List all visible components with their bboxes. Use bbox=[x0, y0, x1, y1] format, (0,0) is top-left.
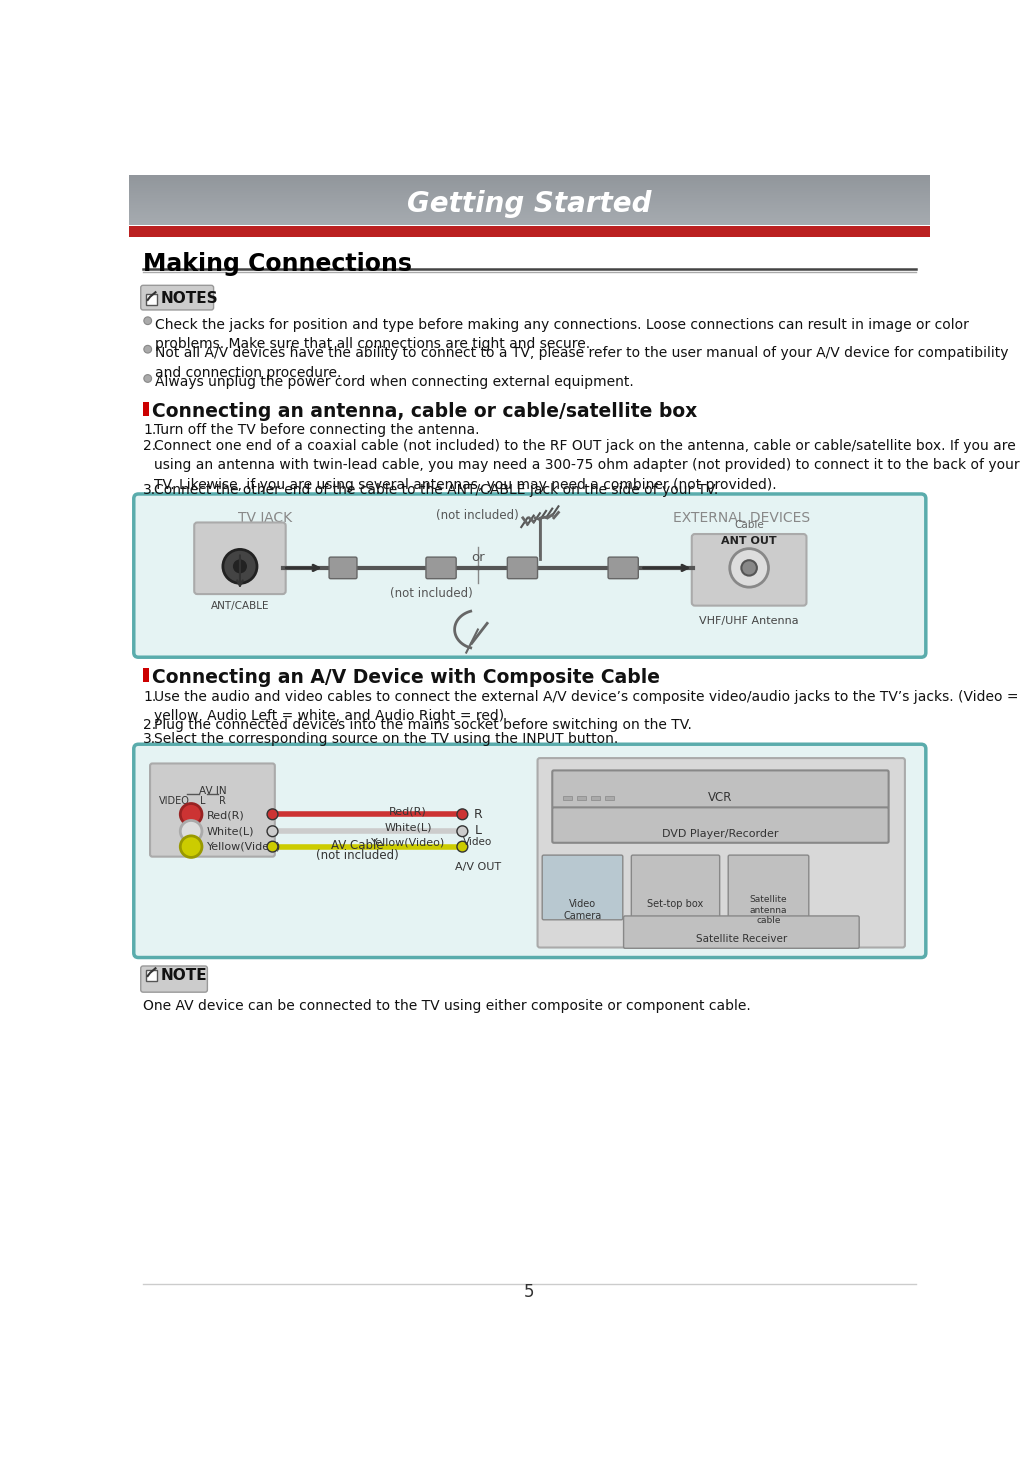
Text: One AV device can be connected to the TV using either composite or component cab: One AV device can be connected to the TV… bbox=[144, 999, 751, 1013]
Circle shape bbox=[268, 826, 278, 837]
Bar bbox=[144, 669, 150, 682]
Text: TV JACK: TV JACK bbox=[238, 511, 291, 526]
Text: White(L): White(L) bbox=[207, 826, 254, 837]
Bar bbox=[147, 969, 157, 981]
Text: L: L bbox=[199, 796, 206, 806]
Circle shape bbox=[457, 841, 468, 853]
Text: 5: 5 bbox=[524, 1283, 534, 1301]
Text: Check the jacks for position and type before making any connections. Loose conne: Check the jacks for position and type be… bbox=[156, 318, 969, 352]
Text: Use the audio and video cables to connect the external A/V device’s composite vi: Use the audio and video cables to connec… bbox=[154, 689, 1019, 723]
Text: R: R bbox=[473, 809, 482, 821]
Text: Connect the other end of the cable to the ANT/CABLE jack on the side of your TV.: Connect the other end of the cable to th… bbox=[154, 483, 718, 498]
Circle shape bbox=[144, 346, 152, 353]
Text: or: or bbox=[471, 550, 484, 564]
Circle shape bbox=[268, 809, 278, 819]
Text: VHF/UHF Antenna: VHF/UHF Antenna bbox=[699, 616, 799, 626]
FancyBboxPatch shape bbox=[194, 523, 286, 594]
Circle shape bbox=[232, 559, 248, 574]
Text: ANT/CABLE: ANT/CABLE bbox=[211, 602, 270, 610]
Text: Connecting an antenna, cable or cable/satellite box: Connecting an antenna, cable or cable/sa… bbox=[153, 403, 697, 422]
Text: NOTE: NOTE bbox=[160, 968, 207, 984]
Text: L: L bbox=[474, 823, 481, 837]
Text: Satellite Receiver: Satellite Receiver bbox=[696, 934, 787, 945]
FancyBboxPatch shape bbox=[553, 807, 888, 842]
Text: Cable: Cable bbox=[734, 520, 764, 530]
FancyBboxPatch shape bbox=[330, 558, 357, 578]
FancyBboxPatch shape bbox=[140, 967, 208, 993]
Bar bbox=[591, 796, 600, 800]
Bar bbox=[563, 796, 572, 800]
FancyBboxPatch shape bbox=[542, 856, 623, 920]
Text: Connect one end of a coaxial cable (not included) to the RF OUT jack on the ante: Connect one end of a coaxial cable (not … bbox=[154, 438, 1020, 492]
Text: 1.: 1. bbox=[144, 423, 156, 437]
FancyBboxPatch shape bbox=[134, 745, 926, 958]
Text: Making Connections: Making Connections bbox=[144, 253, 412, 276]
FancyBboxPatch shape bbox=[692, 534, 807, 606]
Text: Red(R): Red(R) bbox=[207, 810, 245, 821]
Text: 3.: 3. bbox=[144, 483, 156, 498]
Text: NOTES: NOTES bbox=[160, 291, 218, 307]
Text: ANT OUT: ANT OUT bbox=[721, 536, 777, 546]
Bar bbox=[129, 226, 930, 237]
Circle shape bbox=[457, 809, 468, 819]
Text: 2.: 2. bbox=[144, 438, 156, 453]
Text: VIDEO: VIDEO bbox=[159, 796, 189, 806]
Circle shape bbox=[223, 549, 257, 584]
Text: Red(R): Red(R) bbox=[389, 806, 427, 816]
Circle shape bbox=[181, 821, 202, 842]
Text: AV Cable: AV Cable bbox=[332, 839, 384, 853]
Circle shape bbox=[457, 826, 468, 837]
Text: Set-top box: Set-top box bbox=[648, 899, 703, 910]
Text: Yellow(Video): Yellow(Video) bbox=[207, 841, 281, 851]
Text: Connecting an A/V Device with Composite Cable: Connecting an A/V Device with Composite … bbox=[153, 669, 660, 688]
Text: Turn off the TV before connecting the antenna.: Turn off the TV before connecting the an… bbox=[154, 423, 479, 437]
FancyBboxPatch shape bbox=[150, 764, 275, 857]
Circle shape bbox=[729, 549, 769, 587]
Text: Getting Started: Getting Started bbox=[407, 190, 651, 219]
Circle shape bbox=[742, 561, 757, 575]
Text: (not included): (not included) bbox=[390, 587, 473, 600]
Circle shape bbox=[144, 317, 152, 324]
Bar bbox=[144, 403, 150, 416]
Text: 1.: 1. bbox=[144, 689, 156, 704]
Text: Satellite
antenna
cable: Satellite antenna cable bbox=[750, 895, 787, 926]
FancyBboxPatch shape bbox=[134, 493, 926, 657]
FancyBboxPatch shape bbox=[537, 758, 905, 948]
Text: A/V OUT: A/V OUT bbox=[455, 861, 501, 872]
Text: Plug the connected devices into the mains socket before switching on the TV.: Plug the connected devices into the main… bbox=[154, 718, 692, 731]
Text: Not all A/V devices have the ability to connect to a TV, please refer to the use: Not all A/V devices have the ability to … bbox=[156, 346, 1009, 380]
Bar bbox=[605, 796, 615, 800]
Text: 3.: 3. bbox=[144, 731, 156, 746]
Text: TV JACK: TV JACK bbox=[211, 762, 264, 775]
Circle shape bbox=[144, 375, 152, 383]
Text: Video
Camera: Video Camera bbox=[563, 899, 601, 921]
Text: White(L): White(L) bbox=[384, 822, 432, 832]
Text: (not included): (not included) bbox=[316, 848, 399, 861]
Text: Always unplug the power cord when connecting external equipment.: Always unplug the power cord when connec… bbox=[156, 375, 634, 390]
Text: Yellow(Video): Yellow(Video) bbox=[371, 838, 445, 847]
Text: R: R bbox=[219, 796, 226, 806]
FancyBboxPatch shape bbox=[553, 771, 888, 809]
Text: DVD Player/Recorder: DVD Player/Recorder bbox=[662, 829, 779, 840]
FancyBboxPatch shape bbox=[426, 558, 457, 578]
FancyBboxPatch shape bbox=[631, 856, 720, 920]
Bar bbox=[147, 293, 157, 305]
Text: Video: Video bbox=[463, 838, 493, 847]
Text: 2.: 2. bbox=[144, 718, 156, 731]
Text: VCR: VCR bbox=[709, 791, 732, 804]
FancyBboxPatch shape bbox=[624, 915, 859, 949]
Circle shape bbox=[181, 803, 202, 825]
FancyBboxPatch shape bbox=[507, 558, 537, 578]
FancyBboxPatch shape bbox=[728, 856, 809, 920]
Circle shape bbox=[268, 841, 278, 853]
Text: AV IN: AV IN bbox=[199, 785, 226, 796]
FancyBboxPatch shape bbox=[608, 558, 638, 578]
Text: Select the corresponding source on the TV using the INPUT button.: Select the corresponding source on the T… bbox=[154, 731, 618, 746]
Text: EXTERNAL DEVICES: EXTERNAL DEVICES bbox=[672, 511, 810, 526]
FancyBboxPatch shape bbox=[140, 285, 214, 310]
Text: (not included): (not included) bbox=[437, 508, 520, 521]
Text: EXTERNAL DEVICES: EXTERNAL DEVICES bbox=[696, 762, 834, 775]
Circle shape bbox=[181, 837, 202, 857]
Bar bbox=[577, 796, 587, 800]
